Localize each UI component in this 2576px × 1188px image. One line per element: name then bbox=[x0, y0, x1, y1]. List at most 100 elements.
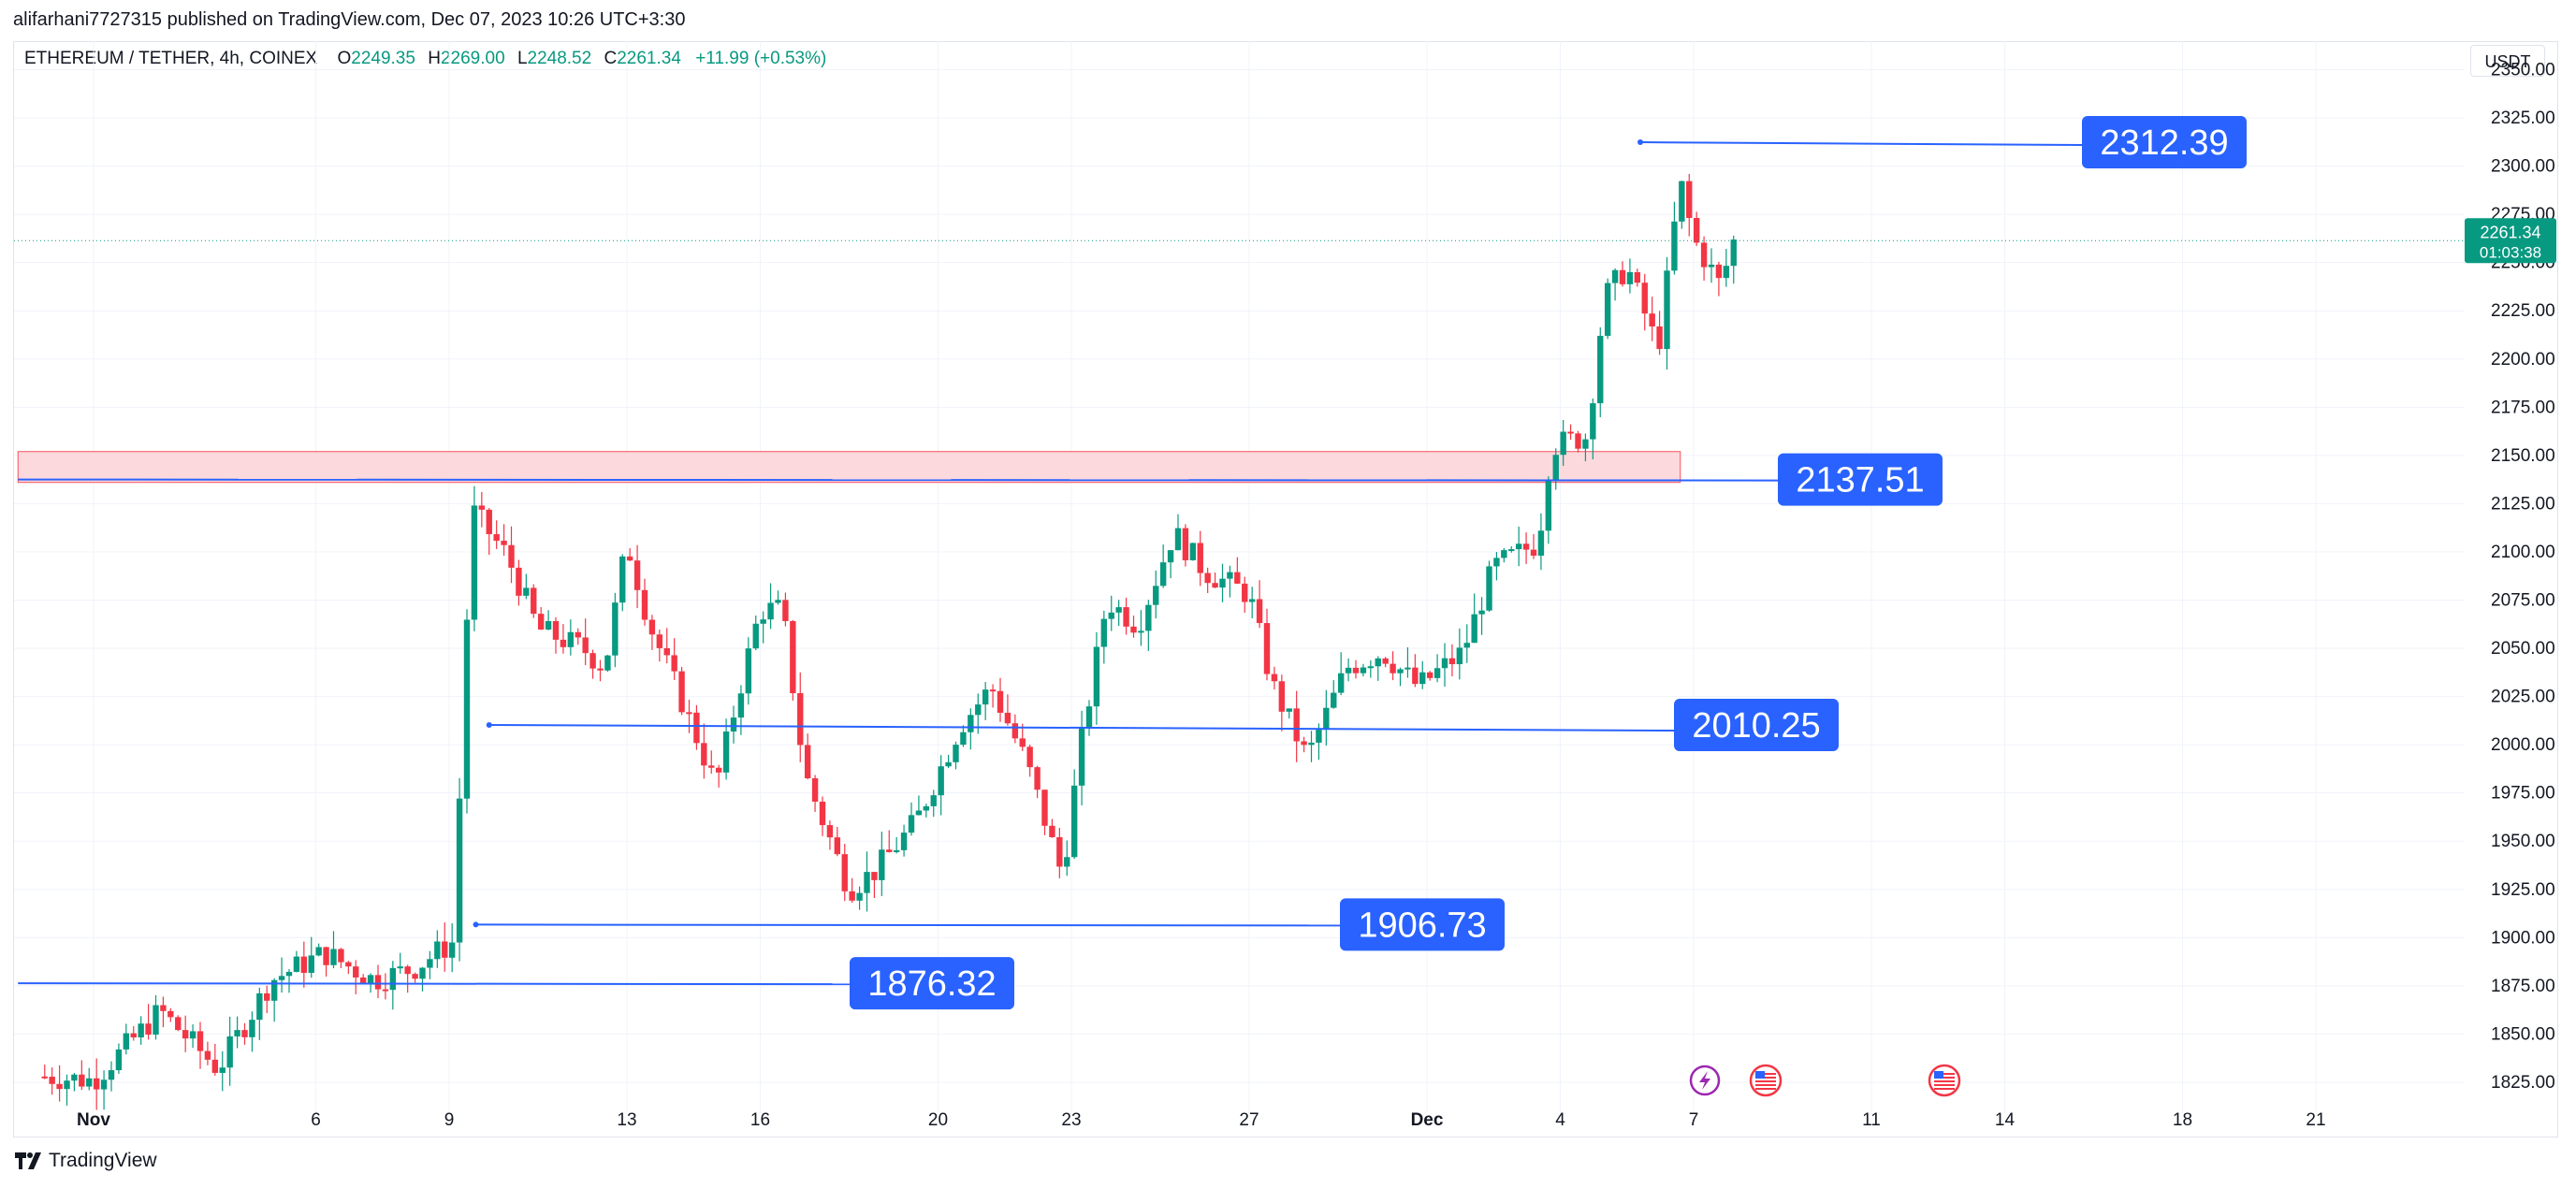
candle-body bbox=[775, 600, 781, 603]
candle-body bbox=[915, 810, 923, 816]
currency-selector[interactable]: USDT bbox=[2470, 45, 2545, 77]
candle-body bbox=[560, 639, 567, 647]
candle-body bbox=[79, 1074, 85, 1087]
candle-body bbox=[879, 849, 885, 880]
resistance-zone bbox=[17, 451, 1681, 484]
y-tick-label: 2000.00 bbox=[2491, 735, 2555, 755]
candle-body bbox=[71, 1074, 78, 1081]
change-value: +11.99 (+0.53%) bbox=[695, 49, 827, 68]
candle-body bbox=[886, 849, 893, 852]
candle-body bbox=[293, 956, 300, 972]
y-tick-label: 2150.00 bbox=[2491, 446, 2555, 466]
flag-stripe bbox=[1934, 1073, 1955, 1075]
candle-body bbox=[434, 941, 441, 960]
y-tick-label: 1850.00 bbox=[2491, 1024, 2555, 1044]
flag-stripe bbox=[1755, 1084, 1776, 1086]
candle-body bbox=[501, 541, 507, 545]
x-tick-label: 21 bbox=[2306, 1110, 2325, 1130]
candle-body bbox=[1352, 667, 1360, 674]
candle-body bbox=[1271, 674, 1278, 682]
level-label-text: 2010.25 bbox=[1692, 706, 1820, 746]
candle-body bbox=[256, 992, 263, 1021]
candle-body bbox=[730, 717, 737, 732]
level-label-box bbox=[850, 957, 1014, 1010]
candle-body bbox=[285, 971, 293, 977]
level-anchor-dot bbox=[473, 921, 479, 928]
flag-stripe bbox=[1755, 1080, 1776, 1082]
candle-body bbox=[1671, 221, 1678, 271]
candle-body bbox=[1159, 562, 1167, 587]
low-label: L bbox=[517, 49, 528, 68]
candle-body bbox=[1248, 599, 1256, 602]
candle-body bbox=[100, 1079, 108, 1090]
low-value: 2248.52 bbox=[527, 49, 592, 68]
candle-body bbox=[389, 967, 397, 991]
candle-body bbox=[819, 801, 826, 826]
candle-body bbox=[1100, 618, 1108, 647]
candle-body bbox=[264, 992, 270, 1001]
candle-body bbox=[930, 795, 937, 806]
y-tick-label: 1950.00 bbox=[2491, 832, 2555, 851]
y-tick-label: 2125.00 bbox=[2491, 494, 2555, 514]
candle-body bbox=[663, 647, 670, 656]
candle-body bbox=[1049, 825, 1055, 837]
candle-body bbox=[1011, 723, 1019, 739]
candle-body bbox=[1004, 712, 1011, 724]
candle-body bbox=[575, 631, 581, 638]
high-label: H bbox=[428, 49, 441, 68]
x-tick-label: 4 bbox=[1555, 1110, 1565, 1130]
candle-body bbox=[722, 731, 730, 773]
open-label: O bbox=[337, 49, 352, 68]
tradingview-footer[interactable]: TradingView bbox=[15, 1150, 157, 1172]
candle-body bbox=[1619, 269, 1626, 284]
high-value: 2269.00 bbox=[440, 49, 505, 68]
candle-body bbox=[160, 1005, 167, 1011]
candle-body bbox=[1064, 857, 1070, 867]
candle-body bbox=[1197, 543, 1203, 573]
candle-body bbox=[1582, 439, 1589, 449]
close-value: 2261.34 bbox=[617, 49, 681, 68]
candle-body bbox=[270, 979, 278, 1001]
y-tick-label: 1875.00 bbox=[2491, 977, 2555, 996]
candle-body bbox=[353, 966, 359, 978]
level-line bbox=[18, 478, 1779, 482]
candle-body bbox=[41, 1076, 48, 1079]
candle-body bbox=[849, 891, 855, 901]
candle-body bbox=[138, 1023, 144, 1037]
level-line bbox=[1639, 141, 2083, 147]
candle-body bbox=[397, 966, 403, 969]
candle-body bbox=[701, 743, 707, 766]
candle-body bbox=[153, 1005, 159, 1035]
flag-stripe bbox=[1934, 1077, 1955, 1079]
flag-stripe bbox=[1934, 1080, 1955, 1082]
candle-body bbox=[196, 1031, 204, 1051]
candle-body bbox=[1242, 583, 1248, 602]
candle-body bbox=[841, 854, 848, 891]
candle-body bbox=[1471, 614, 1477, 644]
candle-body bbox=[523, 587, 530, 596]
x-tick-label: 18 bbox=[2173, 1110, 2192, 1130]
candle-body bbox=[1508, 549, 1515, 552]
candle-body bbox=[1367, 666, 1375, 669]
candle-body bbox=[648, 619, 656, 635]
candle-body bbox=[1419, 672, 1426, 685]
candle-body bbox=[1138, 630, 1144, 633]
candle-body bbox=[226, 1036, 233, 1068]
candle-body bbox=[115, 1049, 123, 1071]
current-price-value: 2261.34 bbox=[2480, 223, 2540, 241]
candle-body bbox=[715, 767, 722, 773]
candle-body bbox=[359, 977, 367, 985]
candle-body bbox=[1412, 667, 1419, 685]
candle-body bbox=[1567, 431, 1574, 434]
x-tick-label: 13 bbox=[617, 1110, 636, 1130]
y-tick-label: 2175.00 bbox=[2491, 398, 2555, 417]
candle-body bbox=[367, 975, 374, 985]
symbol-title[interactable]: ETHEREUM / TETHER, 4h, COINEX bbox=[24, 49, 318, 68]
x-tick-label: 27 bbox=[1239, 1110, 1259, 1130]
candle-body bbox=[1486, 566, 1492, 611]
chart-frame bbox=[13, 41, 2558, 1137]
x-tick-label: 16 bbox=[750, 1110, 770, 1130]
candle-body bbox=[1093, 646, 1100, 707]
candle-body bbox=[323, 947, 329, 965]
